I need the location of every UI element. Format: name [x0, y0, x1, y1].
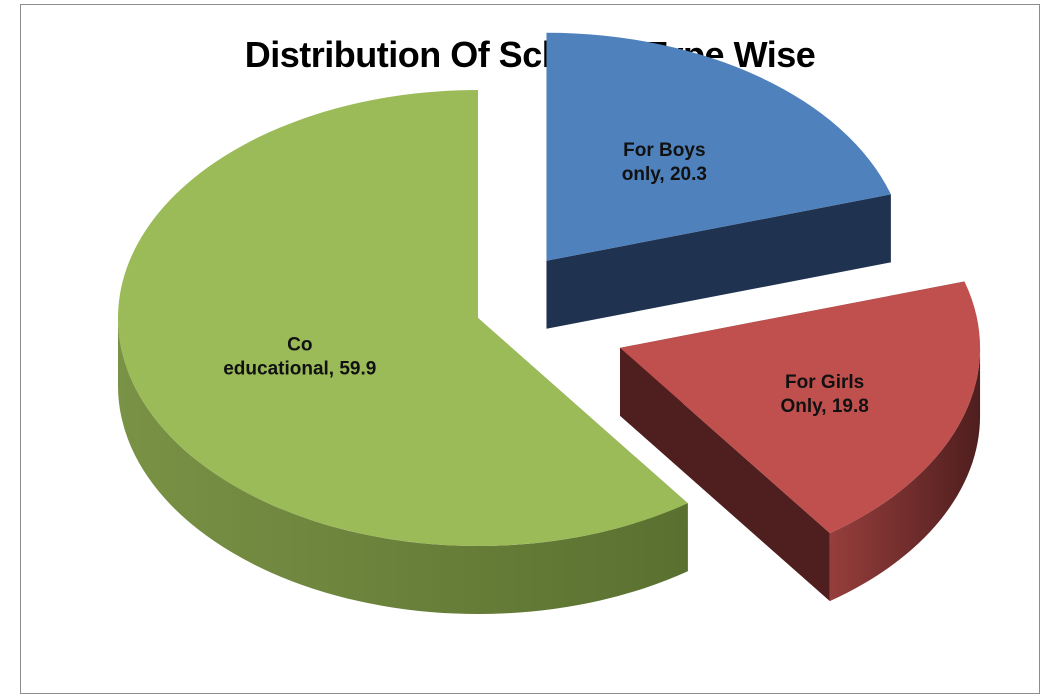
slice-top-face	[118, 90, 688, 546]
slice-edge-face	[620, 347, 830, 602]
slice-top-face	[546, 32, 891, 261]
data-label-for-boys-only: For Boys only, 20.3	[622, 140, 707, 185]
slice-side-wall	[829, 347, 981, 602]
pie-slice-for-girls-only	[620, 281, 981, 602]
slice-side-wall	[118, 318, 688, 614]
pie-slice-co-educational	[118, 90, 688, 614]
data-label-for-girls-only: For Girls Only, 19.8	[780, 372, 868, 417]
pie-slice-for-boys-only	[546, 32, 891, 329]
slice-top-face	[620, 281, 981, 534]
data-label-co-educational: Co educational, 59.9	[223, 334, 376, 379]
slice-edge-face	[546, 194, 891, 329]
